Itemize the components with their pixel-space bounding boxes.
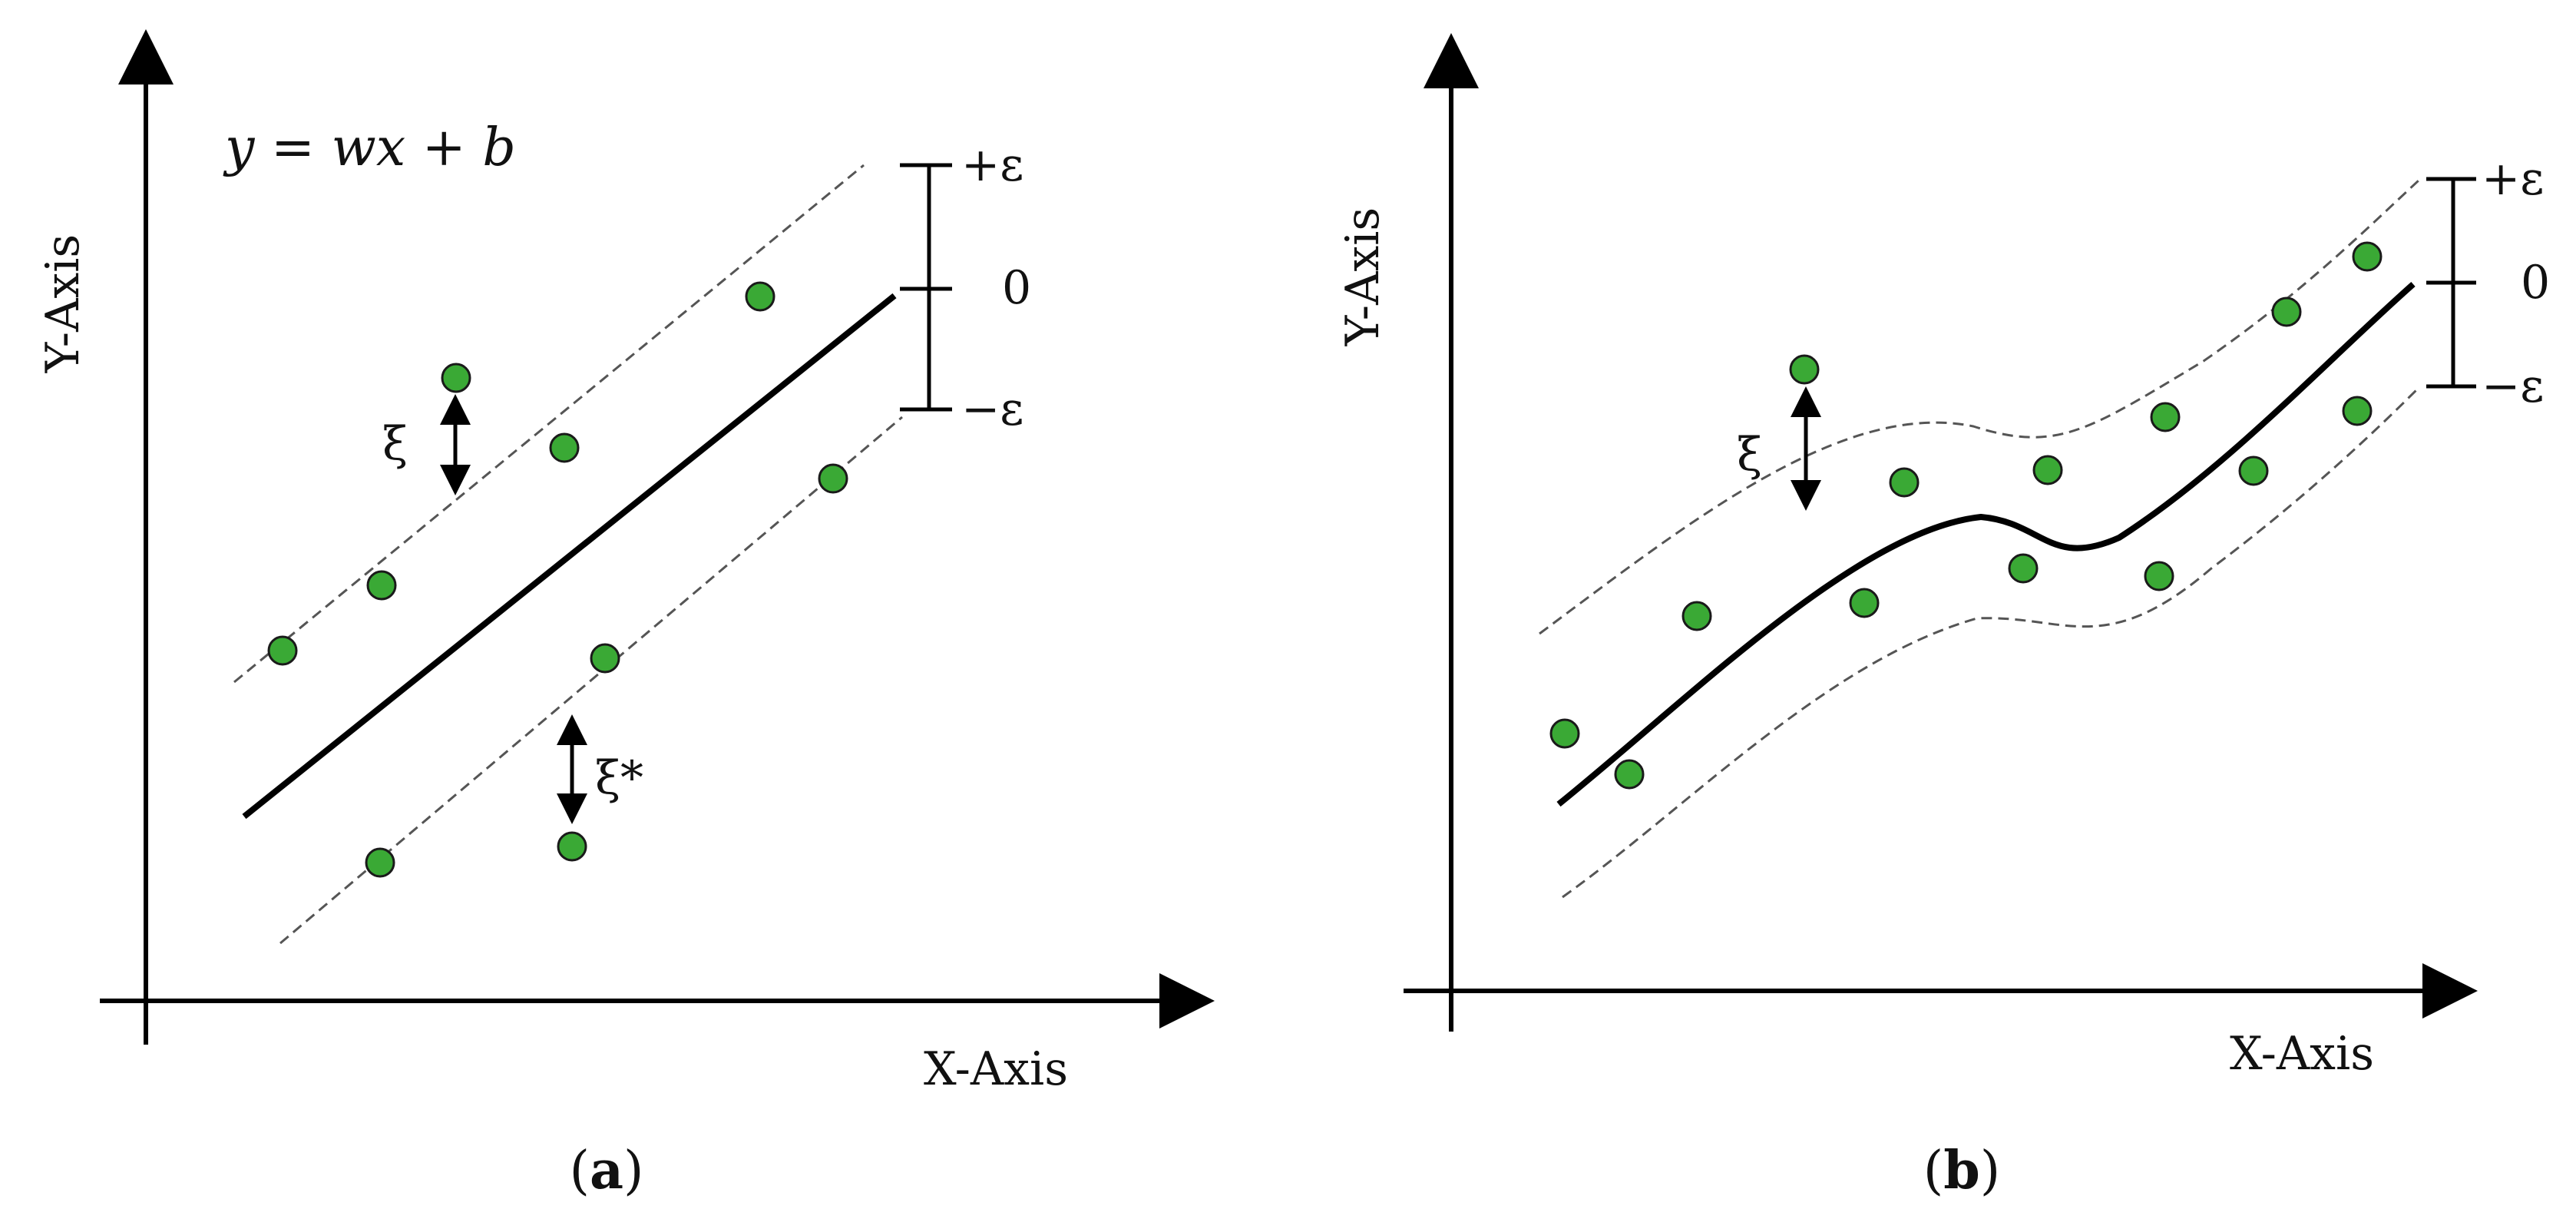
panel-a-data-point	[557, 831, 587, 862]
panel-a-data-point	[365, 847, 395, 878]
panel-b: Y-Axis X-Axis +ε 0 −ε ξ (b)	[1336, 33, 2550, 1201]
panel-a-x-axis-label: X-Axis	[924, 1042, 1068, 1096]
panel-a-data-point	[590, 643, 620, 674]
panel-a-data-point	[818, 463, 848, 494]
panel-b-data-point	[2032, 455, 2063, 485]
panel-a-data-point	[745, 281, 775, 312]
panel-a-caption: (a)	[569, 1140, 643, 1201]
panel-b-data-point	[2271, 296, 2302, 327]
panel-a-equation: y = wx + b	[223, 118, 516, 178]
panel-b-upper-margin	[1539, 179, 2420, 635]
panel-a-data-point	[267, 635, 298, 666]
panel-b-epsilon-bracket	[2426, 177, 2476, 389]
panel-a-points	[267, 281, 848, 878]
panel-b-points	[1549, 241, 2383, 790]
panel-b-data-point	[2342, 396, 2373, 426]
panel-b-minus-epsilon-label: −ε	[2482, 359, 2544, 413]
panel-a-slack-upper-label: ξ	[382, 417, 408, 471]
panel-b-slack-upper-label: ξ	[1737, 428, 1762, 482]
panel-a-zero-label: 0	[1002, 261, 1031, 315]
panel-b-data-point	[1789, 354, 1820, 385]
panel-b-plus-epsilon-label: +ε	[2482, 152, 2544, 206]
panel-a-data-point	[549, 432, 580, 463]
panel-b-data-point	[1682, 601, 1712, 631]
panel-b-y-axis-label: Y-Axis	[1336, 207, 1390, 346]
panel-b-data-point	[2144, 561, 2174, 591]
panel-a-plus-epsilon-label: +ε	[961, 138, 1023, 192]
panel-a-y-axis-label: Y-Axis	[36, 234, 90, 373]
panel-a-upper-margin	[233, 164, 865, 684]
panel-b-caption: (b)	[1923, 1140, 2001, 1201]
panel-b-zero-label: 0	[2521, 256, 2550, 310]
panel-a-slack-lower-label: ξ*	[595, 751, 643, 805]
panel-a-epsilon-bracket	[900, 163, 952, 412]
panel-b-data-point	[1549, 718, 1580, 749]
panel-a-regression-line	[242, 293, 897, 820]
panel-b-lower-margin	[1562, 386, 2420, 899]
panel-b-data-point	[1849, 588, 1880, 618]
panel-a-minus-epsilon-label: −ε	[961, 383, 1023, 436]
panel-b-data-point	[1614, 759, 1645, 790]
panel-b-data-point	[2008, 553, 2039, 584]
panel-b-data-point	[1889, 467, 1920, 498]
panel-b-regression-curve	[1556, 282, 2416, 807]
panel-b-x-axis-label: X-Axis	[2230, 1027, 2374, 1081]
panel-a-data-point	[441, 363, 471, 393]
panel-b-data-point	[2150, 402, 2181, 432]
panel-a-data-point	[366, 570, 397, 601]
panel-b-data-point	[2238, 455, 2269, 486]
panel-b-data-point	[2352, 241, 2383, 272]
panel-a: Y-Axis X-Axis y = wx + b +ε 0 −ε ξ ξ* (a…	[36, 29, 1215, 1201]
